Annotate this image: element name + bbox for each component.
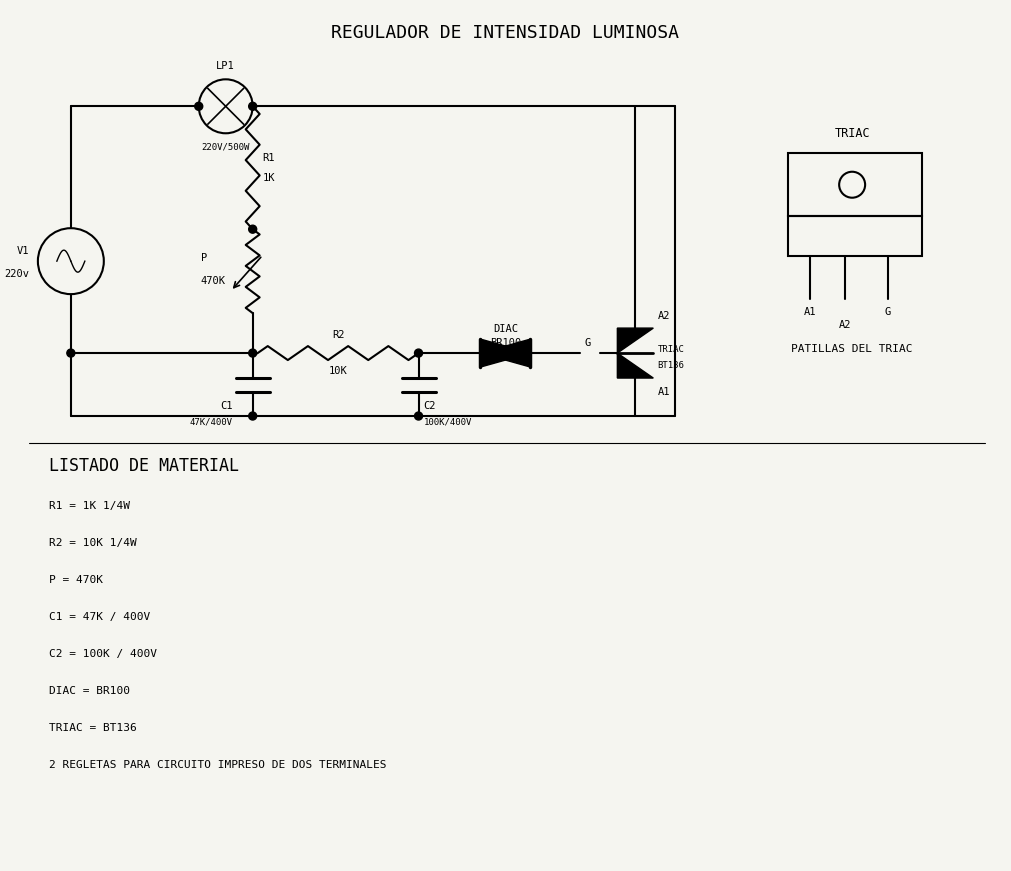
Circle shape xyxy=(249,226,257,233)
Text: TRIAC = BT136: TRIAC = BT136 xyxy=(49,723,136,733)
Circle shape xyxy=(415,412,423,420)
Bar xyxy=(789,153,922,216)
Text: DIAC: DIAC xyxy=(493,324,518,334)
Circle shape xyxy=(249,102,257,111)
Text: C2: C2 xyxy=(424,401,436,410)
Circle shape xyxy=(199,79,253,133)
Polygon shape xyxy=(480,339,531,367)
Text: A2: A2 xyxy=(839,321,851,330)
Circle shape xyxy=(249,349,257,357)
Text: BT136: BT136 xyxy=(657,361,684,369)
Text: R2 = 10K 1/4W: R2 = 10K 1/4W xyxy=(49,538,136,548)
Polygon shape xyxy=(618,353,653,378)
Polygon shape xyxy=(618,328,653,353)
Circle shape xyxy=(415,349,423,357)
Text: 10K: 10K xyxy=(329,366,348,376)
Text: 1K: 1K xyxy=(263,172,275,183)
Text: TRIAC: TRIAC xyxy=(834,127,869,139)
Text: 220v: 220v xyxy=(4,269,29,279)
Text: BR100: BR100 xyxy=(490,338,521,348)
Text: 2 REGLETAS PARA CIRCUITO IMPRESO DE DOS TERMINALES: 2 REGLETAS PARA CIRCUITO IMPRESO DE DOS … xyxy=(49,760,386,770)
Text: P = 470K: P = 470K xyxy=(49,575,103,584)
Text: A1: A1 xyxy=(657,387,670,397)
Text: P: P xyxy=(201,253,207,263)
Bar xyxy=(789,216,922,256)
Text: 47K/400V: 47K/400V xyxy=(190,417,233,426)
Text: A2: A2 xyxy=(657,311,670,321)
Text: C1: C1 xyxy=(220,401,233,410)
Text: REGULADOR DE INTENSIDAD LUMINOSA: REGULADOR DE INTENSIDAD LUMINOSA xyxy=(332,24,679,43)
Text: V1: V1 xyxy=(16,246,29,256)
Text: PATILLAS DEL TRIAC: PATILLAS DEL TRIAC xyxy=(792,344,913,354)
Text: A1: A1 xyxy=(804,307,817,317)
Circle shape xyxy=(67,349,75,357)
Text: 470K: 470K xyxy=(201,276,225,287)
Text: R1: R1 xyxy=(263,152,275,163)
Polygon shape xyxy=(480,339,531,367)
Text: C2 = 100K / 400V: C2 = 100K / 400V xyxy=(49,649,157,658)
Text: 220V/500W: 220V/500W xyxy=(201,143,250,152)
Circle shape xyxy=(37,228,104,294)
Circle shape xyxy=(195,102,203,111)
Text: TRIAC: TRIAC xyxy=(657,345,684,354)
Circle shape xyxy=(249,412,257,420)
Text: R1 = 1K 1/4W: R1 = 1K 1/4W xyxy=(49,501,129,511)
Text: DIAC = BR100: DIAC = BR100 xyxy=(49,685,129,696)
Text: LISTADO DE MATERIAL: LISTADO DE MATERIAL xyxy=(49,457,239,475)
Text: G: G xyxy=(885,307,892,317)
Text: G: G xyxy=(584,338,590,348)
Text: LP1: LP1 xyxy=(216,61,236,71)
Text: 100K/400V: 100K/400V xyxy=(424,417,472,426)
Text: R2: R2 xyxy=(332,330,345,340)
Text: C1 = 47K / 400V: C1 = 47K / 400V xyxy=(49,611,150,622)
